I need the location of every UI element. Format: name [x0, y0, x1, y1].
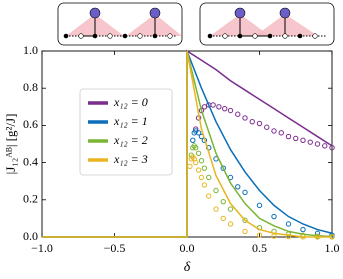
data-point [329, 145, 335, 151]
data-point [190, 137, 196, 143]
data-point [242, 228, 248, 235]
y-tick-label: 0.2 [23, 192, 38, 206]
y-axis-label: |J₁₂ᴬᴮ| [g²/J] [3, 114, 18, 175]
data-point [201, 182, 208, 188]
data-point [213, 206, 219, 212]
data-point [235, 111, 241, 117]
data-point [271, 128, 277, 134]
legend-label: x₁₂ = 2 [113, 133, 148, 147]
data-point [256, 232, 263, 238]
data-point [220, 215, 226, 222]
data-point [242, 217, 248, 223]
data-point [285, 221, 292, 227]
data-point [314, 234, 321, 240]
y-tick-label: 0.6 [23, 117, 38, 131]
legend-label: x₁₂ = 1 [113, 114, 148, 128]
data-point [206, 174, 212, 181]
data-point [264, 124, 270, 130]
data-point [256, 120, 263, 127]
legend: x₁₂ = 0 x₁₂ = 1 x₁₂ = 2 x₁₂ = 3 [79, 88, 173, 176]
data-point [300, 137, 306, 143]
data-point [293, 135, 299, 142]
inset-diagram [199, 2, 335, 46]
data-point [227, 107, 234, 114]
data-point [285, 233, 292, 240]
data-point [193, 159, 199, 166]
x-tick-label: −0.5 [104, 241, 126, 255]
x-tick-label: 0.0 [180, 241, 195, 255]
x-tick-label: 0.5 [252, 241, 267, 255]
data-point [206, 193, 212, 199]
data-point [216, 104, 222, 110]
y-tick-label: 0.0 [23, 229, 38, 243]
data-point [300, 226, 306, 233]
data-point [227, 221, 234, 227]
y-tick-label: 1.0 [23, 43, 38, 57]
data-point [235, 184, 241, 190]
data-point [198, 174, 205, 181]
data-point [271, 213, 277, 220]
data-point [187, 163, 193, 170]
x-tick-label: −1.0 [31, 241, 53, 255]
y-tick-label: 0.4 [23, 154, 38, 168]
data-point [329, 234, 335, 240]
data-point [210, 102, 216, 108]
x-tick-label: 1.0 [325, 241, 340, 255]
data-point [220, 165, 226, 171]
data-point [195, 130, 202, 136]
data-point [300, 234, 306, 240]
data-point [322, 143, 328, 149]
data-point [227, 206, 234, 212]
data-point [242, 115, 248, 121]
inset-diagram [57, 2, 183, 46]
legend-label: x₁₂ = 0 [113, 95, 148, 109]
data-point [242, 189, 248, 196]
data-point [201, 104, 208, 110]
data-point [198, 158, 205, 164]
data-point [271, 233, 277, 239]
x-axis-label: δ [184, 260, 191, 275]
data-point [220, 198, 226, 205]
data-point [195, 167, 202, 173]
data-point [193, 145, 199, 151]
data-point [278, 130, 284, 136]
data-point [213, 187, 219, 194]
data-point [201, 165, 208, 171]
legend-label: x₁₂ = 3 [113, 152, 148, 166]
data-point [249, 118, 255, 125]
data-point [314, 141, 321, 147]
data-point [222, 105, 228, 112]
data-point [195, 150, 202, 157]
data-point [285, 133, 292, 140]
data-point [307, 139, 313, 145]
y-tick-label: 0.8 [23, 80, 38, 94]
legend-box [79, 88, 173, 176]
series-line [42, 50, 332, 238]
data-point [256, 202, 263, 209]
